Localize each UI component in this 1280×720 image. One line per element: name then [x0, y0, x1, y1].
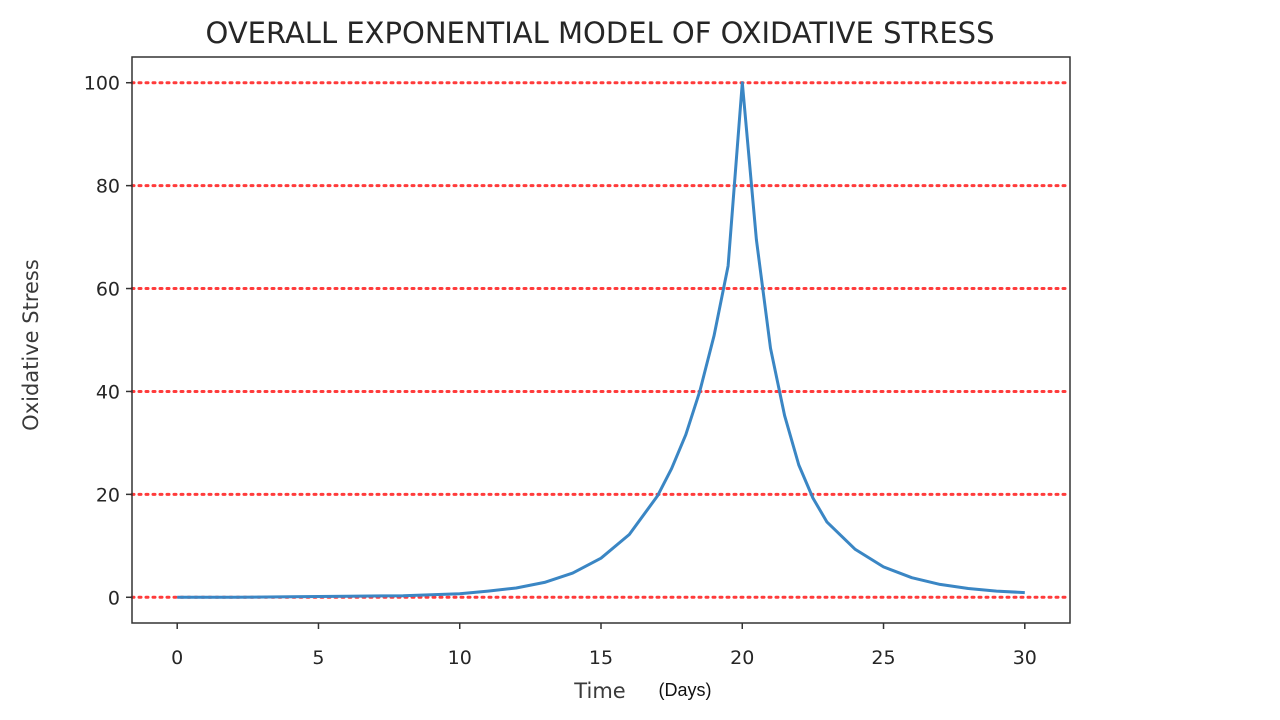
y-tick-label: 40: [96, 381, 120, 403]
grid-lines: [130, 81, 1072, 599]
y-tick-label: 80: [96, 176, 120, 198]
x-axis: 0 5 10 15 20 25 30: [171, 623, 1037, 669]
series-line: [177, 81, 1025, 599]
y-tick-label: 20: [96, 484, 120, 506]
x-tick-label: 25: [871, 647, 895, 669]
x-tick-label: 10: [448, 647, 472, 669]
y-axis: 0 20 40 60 80 100: [84, 73, 132, 609]
y-tick-label: 0: [108, 587, 120, 609]
y-axis-label: Oxidative Stress: [19, 259, 43, 431]
x-tick-label: 20: [730, 647, 754, 669]
plot-frame: [131, 56, 1071, 624]
y-tick-label: 60: [96, 279, 120, 301]
x-axis-label: Time: [573, 679, 625, 703]
x-tick-label: 0: [171, 647, 183, 669]
x-tick-label: 15: [589, 647, 613, 669]
x-tick-label: 5: [312, 647, 324, 669]
y-tick-label: 100: [84, 73, 120, 95]
x-tick-label: 30: [1013, 647, 1037, 669]
chart-title: OVERALL EXPONENTIAL MODEL OF OXIDATIVE S…: [206, 16, 995, 50]
x-axis-unit-label: (Days): [659, 680, 712, 700]
